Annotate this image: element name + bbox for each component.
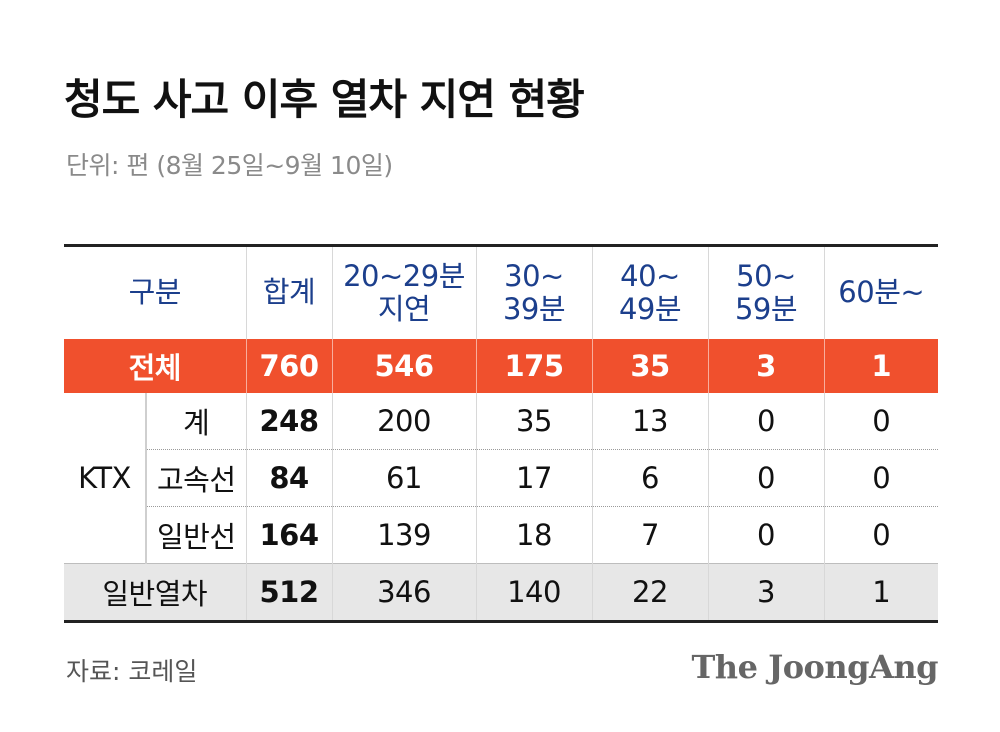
cell-total-50-59: 3 bbox=[707, 339, 824, 393]
cell-ktx-conventional-30-39: 18 bbox=[475, 506, 592, 564]
col-header-20-29: 20~29분 지연 bbox=[331, 245, 476, 339]
cell-ktx-sum-sum: 248 bbox=[245, 393, 332, 450]
cell-general-60plus: 1 bbox=[823, 563, 938, 622]
cell-ktx-conventional-20-29: 139 bbox=[331, 506, 476, 564]
col-header-60plus: 60분~ bbox=[823, 245, 938, 339]
cell-general-sum: 512 bbox=[245, 563, 332, 622]
col-header-30-39: 30~ 39분 bbox=[475, 245, 592, 339]
cell-ktx-sum-30-39: 35 bbox=[475, 393, 592, 450]
cell-ktx-conventional-60plus: 0 bbox=[823, 506, 938, 564]
col-header-category: 구분 bbox=[128, 275, 182, 310]
row-label-ktx-highspeed: 고속선 bbox=[145, 449, 246, 507]
row-label-ktx-conventional: 일반선 bbox=[145, 506, 246, 564]
cell-ktx-highspeed-20-29: 61 bbox=[331, 449, 476, 507]
source-note: 자료: 코레일 bbox=[66, 657, 198, 686]
col-header-sum: 합계 bbox=[245, 245, 332, 339]
cell-ktx-sum-50-59: 0 bbox=[707, 393, 824, 450]
cell-ktx-highspeed-40-49: 6 bbox=[591, 449, 708, 507]
cell-general-30-39: 140 bbox=[475, 563, 592, 622]
cell-total-sum: 760 bbox=[245, 339, 332, 393]
table-row-general: 일반열차 512 346 140 22 3 1 bbox=[64, 563, 938, 622]
publisher-logo: The JoongAng bbox=[691, 648, 938, 686]
cell-ktx-conventional-sum: 164 bbox=[245, 506, 332, 564]
table-row-ktx-highspeed: 고속선 84 61 17 6 0 0 bbox=[64, 449, 938, 507]
row-group-ktx: KTX bbox=[64, 393, 147, 564]
cell-ktx-sum-60plus: 0 bbox=[823, 393, 938, 450]
cell-ktx-conventional-50-59: 0 bbox=[707, 506, 824, 564]
cell-total-40-49: 35 bbox=[591, 339, 708, 393]
cell-ktx-sum-20-29: 200 bbox=[331, 393, 476, 450]
table-row-total: 전체 760 546 175 35 3 1 bbox=[64, 339, 938, 393]
table-row-ktx-conventional: 일반선 164 139 18 7 0 0 bbox=[64, 506, 938, 564]
cell-total-20-29: 546 bbox=[331, 339, 476, 393]
col-header-50-59: 50~ 59분 bbox=[707, 245, 824, 339]
row-label-general: 일반열차 bbox=[64, 563, 246, 622]
table-row-ktx-sum: KTX 계 248 200 35 13 0 0 bbox=[64, 393, 938, 564]
row-label-ktx-sum: 계 bbox=[145, 393, 246, 450]
cell-general-40-49: 22 bbox=[591, 563, 708, 622]
cell-general-50-59: 3 bbox=[707, 563, 824, 622]
cell-ktx-highspeed-60plus: 0 bbox=[823, 449, 938, 507]
col-header-40-49: 40~ 49분 bbox=[591, 245, 708, 339]
cell-ktx-conventional-40-49: 7 bbox=[591, 506, 708, 564]
cell-total-30-39: 175 bbox=[475, 339, 592, 393]
cell-total-60plus: 1 bbox=[823, 339, 938, 393]
cell-ktx-sum-40-49: 13 bbox=[591, 393, 708, 450]
cell-ktx-highspeed-50-59: 0 bbox=[707, 449, 824, 507]
cell-ktx-highspeed-30-39: 17 bbox=[475, 449, 592, 507]
row-label-total: 전체 bbox=[64, 339, 246, 393]
cell-general-20-29: 346 bbox=[331, 563, 476, 622]
page-title: 청도 사고 이후 열차 지연 현황 bbox=[64, 75, 585, 124]
unit-subtitle: 단위: 편 (8월 25일~9월 10일) bbox=[66, 151, 393, 180]
delay-table: 구분 합계 20~29분 지연 30~ 39분 40~ 49분 50~ 59분 60분~… bbox=[64, 244, 938, 623]
header-row: 구분 합계 20~29분 지연 30~ 39분 40~ 49분 50~ 59분 60분~ bbox=[64, 245, 938, 339]
cell-ktx-highspeed-sum: 84 bbox=[245, 449, 332, 507]
